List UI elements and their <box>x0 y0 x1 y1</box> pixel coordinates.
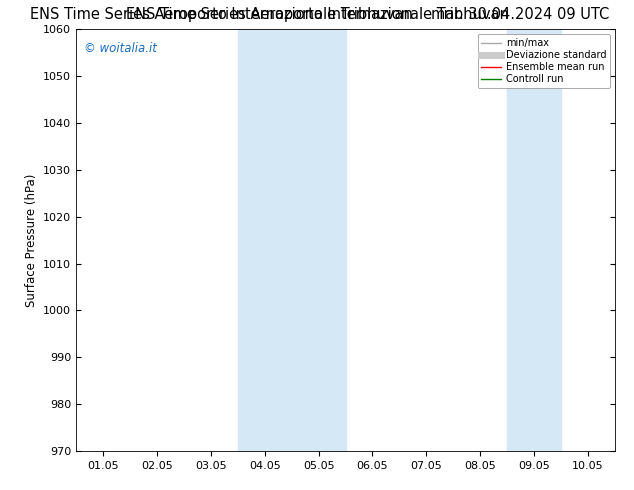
Legend: min/max, Deviazione standard, Ensemble mean run, Controll run: min/max, Deviazione standard, Ensemble m… <box>477 34 610 88</box>
Y-axis label: Surface Pressure (hPa): Surface Pressure (hPa) <box>25 173 37 307</box>
Text: © woitalia.it: © woitalia.it <box>84 42 157 55</box>
Bar <box>238 29 292 451</box>
Bar <box>507 29 561 451</box>
Text: ENS Time Series Aeroporto Internazionale Tribhuvan: ENS Time Series Aeroporto Internazionale… <box>126 7 508 23</box>
Text: mar. 30.04.2024 09 UTC: mar. 30.04.2024 09 UTC <box>430 7 609 23</box>
Text: ENS Time Series Aeroporto Internazionale Tribhuvan: ENS Time Series Aeroporto Internazionale… <box>30 7 413 23</box>
Bar <box>292 29 346 451</box>
